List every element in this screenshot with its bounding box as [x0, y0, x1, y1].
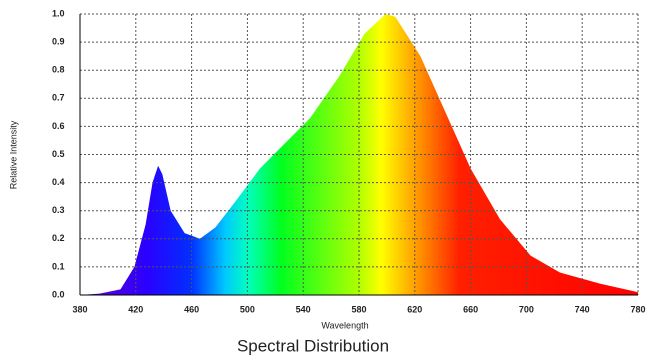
chart-title: Spectral Distribution	[237, 336, 389, 355]
y-tick-label: 0.6	[52, 121, 65, 131]
x-tick-label: 620	[407, 304, 422, 314]
y-axis-label: Relative Intensity	[8, 120, 18, 189]
y-tick-label: 0.9	[52, 36, 65, 46]
x-tick-label: 740	[575, 304, 590, 314]
x-tick-label: 580	[351, 304, 366, 314]
x-tick-label: 660	[463, 304, 478, 314]
x-tick-label: 380	[72, 304, 87, 314]
x-tick-label: 500	[240, 304, 255, 314]
x-tick-label: 540	[296, 304, 311, 314]
y-tick-label: 0.7	[52, 93, 65, 103]
y-tick-label: 1.0	[52, 8, 65, 18]
x-axis-label: Wavelength	[321, 320, 368, 330]
x-tick-label: 420	[128, 304, 143, 314]
y-tick-label: 0.2	[52, 233, 65, 243]
y-tick-label: 0.1	[52, 261, 65, 271]
y-tick-label: 0.3	[52, 205, 65, 215]
x-tick-label: 780	[630, 304, 645, 314]
x-tick-label: 700	[519, 304, 534, 314]
y-tick-label: 0.4	[52, 177, 65, 187]
y-tick-label: 0.0	[52, 289, 65, 299]
y-tick-label: 0.5	[52, 149, 65, 159]
y-tick-label: 0.8	[52, 65, 65, 75]
x-tick-label: 460	[184, 304, 199, 314]
